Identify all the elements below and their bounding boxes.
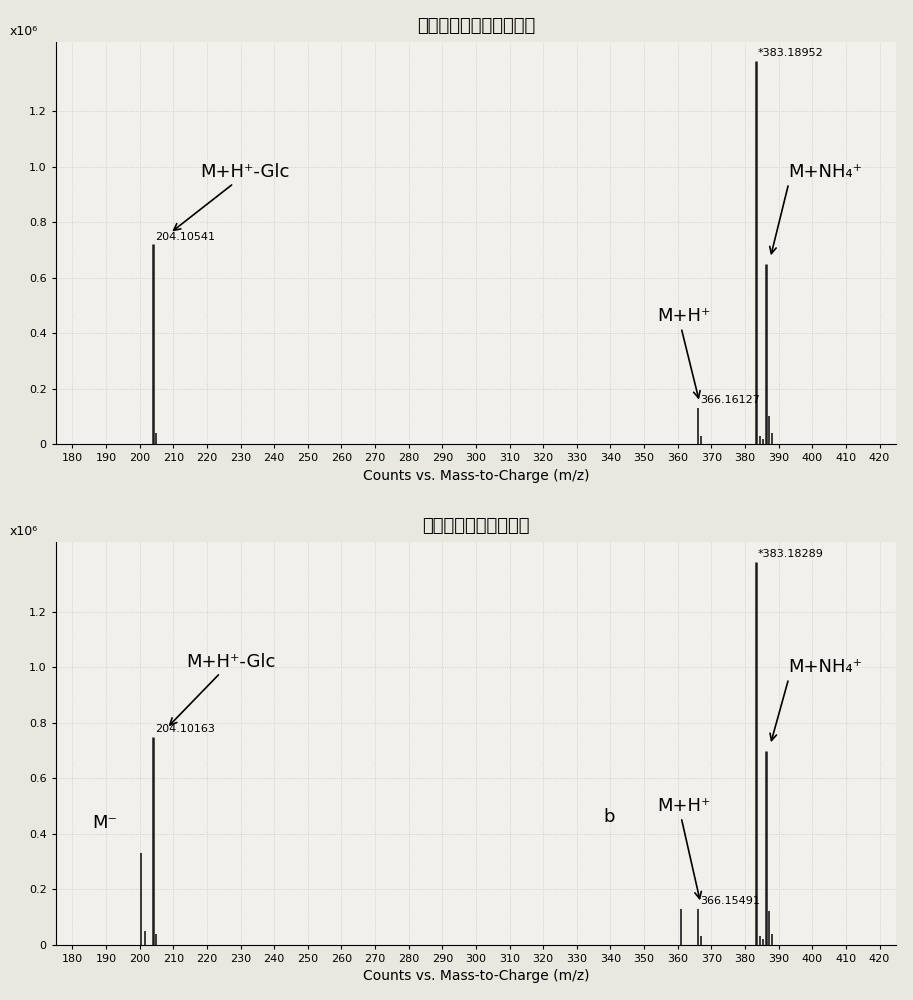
Text: M+NH₄⁺: M+NH₄⁺: [789, 163, 863, 181]
Title: 呑咐丁酸糖酯标准质谱图: 呑咐丁酸糖酯标准质谱图: [417, 17, 535, 35]
Text: M+H⁺: M+H⁺: [657, 797, 711, 815]
Text: x10⁶: x10⁶: [9, 25, 37, 38]
Text: M+H⁺: M+H⁺: [657, 307, 711, 325]
Text: *383.18289: *383.18289: [758, 549, 824, 559]
Text: M+H⁺-Glc: M+H⁺-Glc: [187, 653, 276, 671]
X-axis label: Counts vs. Mass-to-Charge (m/z): Counts vs. Mass-to-Charge (m/z): [362, 469, 589, 483]
Text: b: b: [603, 808, 615, 826]
Text: x10⁶: x10⁶: [9, 525, 37, 538]
Text: *383.18952: *383.18952: [758, 48, 824, 58]
Text: M⁻: M⁻: [92, 814, 118, 832]
Text: 204.10541: 204.10541: [155, 232, 215, 242]
X-axis label: Counts vs. Mass-to-Charge (m/z): Counts vs. Mass-to-Charge (m/z): [362, 969, 589, 983]
Title: 呑咐丁酸酯催化质谱图: 呑咐丁酸酯催化质谱图: [422, 517, 530, 535]
Text: M+NH₄⁺: M+NH₄⁺: [789, 658, 863, 676]
Text: 204.10163: 204.10163: [155, 724, 215, 734]
Text: 366.16127: 366.16127: [700, 395, 760, 405]
Text: M+H⁺-Glc: M+H⁺-Glc: [200, 163, 289, 181]
Text: 366.15491: 366.15491: [700, 896, 760, 906]
